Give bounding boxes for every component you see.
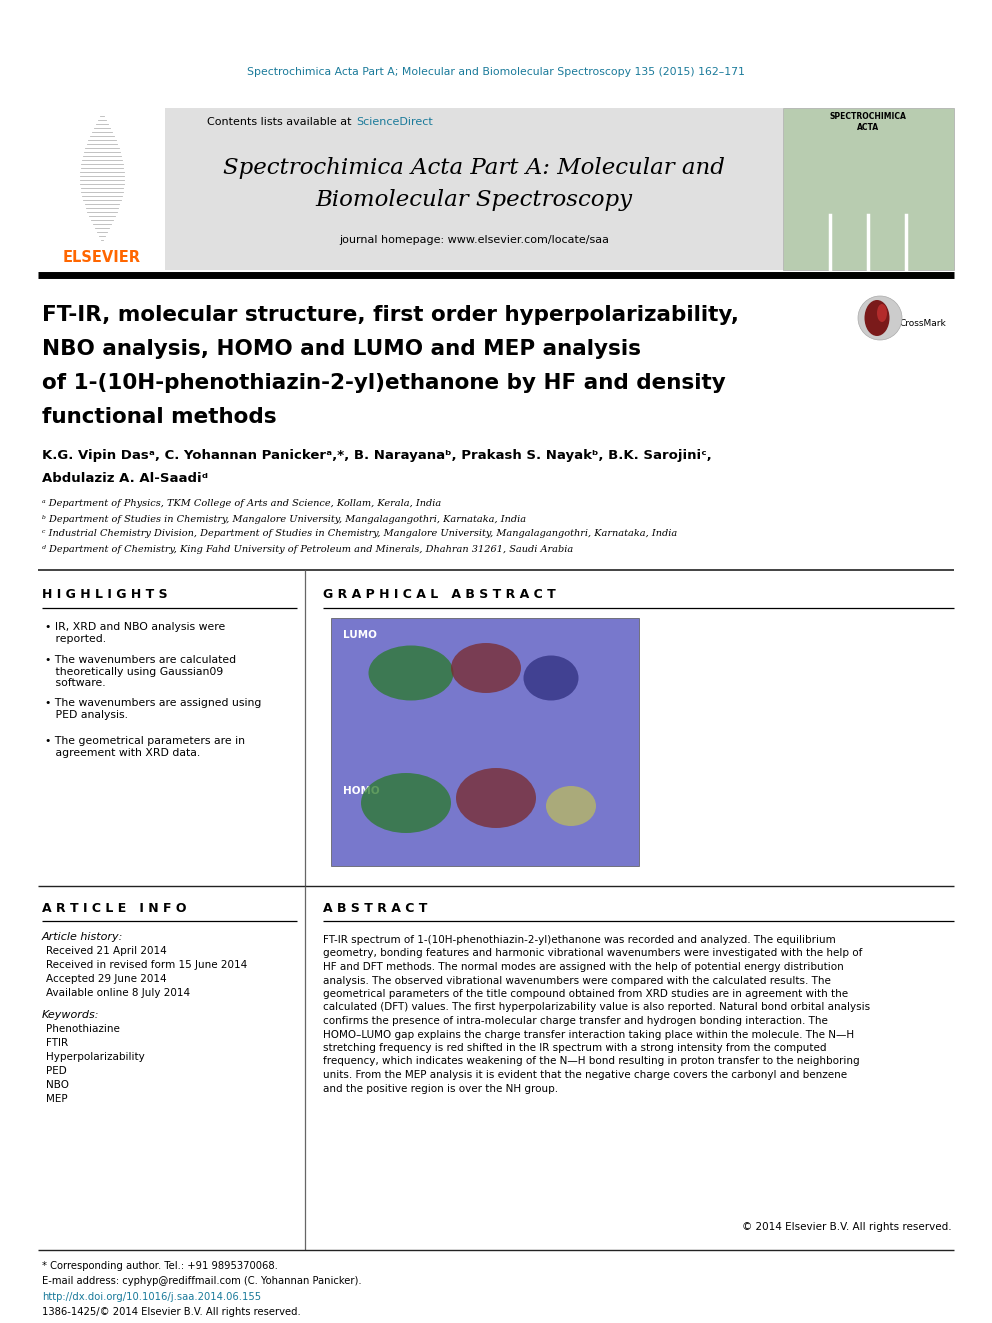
Text: E-mail address: cyphyp@rediffmail.com (C. Yohannan Panicker).: E-mail address: cyphyp@rediffmail.com (C… [42, 1275, 362, 1286]
Ellipse shape [546, 786, 596, 826]
Text: NBO: NBO [46, 1080, 69, 1090]
Text: Keywords:: Keywords: [42, 1009, 99, 1020]
Text: calculated (DFT) values. The first hyperpolarizability value is also reported. N: calculated (DFT) values. The first hyper… [323, 1003, 870, 1012]
Bar [783, 108, 954, 270]
Text: units. From the MEP analysis it is evident that the negative charge covers the c: units. From the MEP analysis it is evide… [323, 1070, 847, 1080]
Text: of 1-(10H-phenothiazin-2-yl)ethanone by HF and density: of 1-(10H-phenothiazin-2-yl)ethanone by … [42, 373, 726, 393]
Ellipse shape [361, 773, 451, 833]
Text: K.G. Vipin Dasᵃ, C. Yohannan Panickerᵃ,*, B. Narayanaᵇ, Prakash S. Nayakᵇ, B.K. : K.G. Vipin Dasᵃ, C. Yohannan Panickerᵃ,*… [42, 448, 711, 462]
Text: * Corresponding author. Tel.: +91 9895370068.: * Corresponding author. Tel.: +91 989537… [42, 1261, 278, 1271]
Text: Available online 8 July 2014: Available online 8 July 2014 [46, 988, 190, 998]
Text: ᵃ Department of Physics, TKM College of Arts and Science, Kollam, Kerala, India: ᵃ Department of Physics, TKM College of … [42, 500, 441, 508]
Text: G R A P H I C A L   A B S T R A C T: G R A P H I C A L A B S T R A C T [323, 589, 556, 602]
Text: LUMO: LUMO [343, 630, 377, 640]
Text: A R T I C L E   I N F O: A R T I C L E I N F O [42, 901, 186, 914]
Text: ᵈ Department of Chemistry, King Fahd University of Petroleum and Minerals, Dhahr: ᵈ Department of Chemistry, King Fahd Uni… [42, 545, 573, 553]
Bar [165, 108, 783, 270]
Text: FT-IR spectrum of 1-(10H-phenothiazin-2-yl)ethanone was recorded and analyzed. T: FT-IR spectrum of 1-(10H-phenothiazin-2-… [323, 935, 835, 945]
Text: Hyperpolarizability: Hyperpolarizability [46, 1052, 145, 1062]
Ellipse shape [877, 304, 887, 321]
Text: FTIR: FTIR [46, 1039, 68, 1048]
Text: Received in revised form 15 June 2014: Received in revised form 15 June 2014 [46, 960, 247, 970]
Ellipse shape [524, 655, 578, 700]
Text: Spectrochimica Acta Part A; Molecular and Biomolecular Spectroscopy 135 (2015) 1: Spectrochimica Acta Part A; Molecular an… [247, 67, 745, 77]
Text: and the positive region is over the NH group.: and the positive region is over the NH g… [323, 1084, 558, 1094]
Text: Contents lists available at: Contents lists available at [207, 116, 355, 127]
Text: NBO analysis, HOMO and LUMO and MEP analysis: NBO analysis, HOMO and LUMO and MEP anal… [42, 339, 641, 359]
Text: H I G H L I G H T S: H I G H L I G H T S [42, 589, 168, 602]
Ellipse shape [368, 646, 453, 700]
Text: Received 21 April 2014: Received 21 April 2014 [46, 946, 167, 957]
Text: journal homepage: www.elsevier.com/locate/saa: journal homepage: www.elsevier.com/locat… [339, 235, 609, 245]
Text: SPECTROCHIMICA
ACTA: SPECTROCHIMICA ACTA [829, 112, 907, 132]
Text: ᶜ Industrial Chemistry Division, Department of Studies in Chemistry, Mangalore U: ᶜ Industrial Chemistry Division, Departm… [42, 529, 678, 538]
Text: analysis. The observed vibrational wavenumbers were compared with the calculated: analysis. The observed vibrational waven… [323, 975, 831, 986]
Text: http://dx.doi.org/10.1016/j.saa.2014.06.155: http://dx.doi.org/10.1016/j.saa.2014.06.… [42, 1293, 261, 1302]
Ellipse shape [864, 300, 890, 336]
Text: geometrical parameters of the title compound obtained from XRD studies are in ag: geometrical parameters of the title comp… [323, 990, 848, 999]
Text: • The geometrical parameters are in
   agreement with XRD data.: • The geometrical parameters are in agre… [45, 736, 245, 758]
Text: • The wavenumbers are calculated
   theoretically using Gaussian09
   software.: • The wavenumbers are calculated theoret… [45, 655, 236, 688]
Text: PED: PED [46, 1066, 66, 1076]
Ellipse shape [451, 643, 521, 693]
Text: ELSEVIER: ELSEVIER [63, 250, 141, 266]
Text: Phenothiazine: Phenothiazine [46, 1024, 120, 1035]
Text: geometry, bonding features and harmonic vibrational wavenumbers were investigate: geometry, bonding features and harmonic … [323, 949, 862, 958]
Text: FT-IR, molecular structure, first order hyperpolarizability,: FT-IR, molecular structure, first order … [42, 306, 739, 325]
Ellipse shape [456, 767, 536, 828]
Text: functional methods: functional methods [42, 407, 277, 427]
Text: Biomolecular Spectroscopy: Biomolecular Spectroscopy [315, 189, 633, 210]
Circle shape [858, 296, 902, 340]
Bar [38, 108, 165, 270]
Text: stretching frequency is red shifted in the IR spectrum with a strong intensity f: stretching frequency is red shifted in t… [323, 1043, 826, 1053]
Text: • IR, XRD and NBO analysis were
   reported.: • IR, XRD and NBO analysis were reported… [45, 622, 225, 643]
Text: ᵇ Department of Studies in Chemistry, Mangalore University, Mangalagangothri, Ka: ᵇ Department of Studies in Chemistry, Ma… [42, 515, 526, 524]
Text: © 2014 Elsevier B.V. All rights reserved.: © 2014 Elsevier B.V. All rights reserved… [742, 1222, 952, 1232]
Text: MEP: MEP [46, 1094, 67, 1103]
Text: HOMO–LUMO gap explains the charge transfer interaction taking place within the m: HOMO–LUMO gap explains the charge transf… [323, 1029, 854, 1040]
Text: Article history:: Article history: [42, 931, 123, 942]
Text: frequency, which indicates weakening of the N—H bond resulting in proton transfe: frequency, which indicates weakening of … [323, 1057, 860, 1066]
Text: Accepted 29 June 2014: Accepted 29 June 2014 [46, 974, 167, 984]
Text: CrossMark: CrossMark [899, 319, 945, 328]
Text: Spectrochimica Acta Part A: Molecular and: Spectrochimica Acta Part A: Molecular an… [223, 157, 725, 179]
Text: HF and DFT methods. The normal modes are assigned with the help of potential ene: HF and DFT methods. The normal modes are… [323, 962, 844, 972]
Text: • The wavenumbers are assigned using
   PED analysis.: • The wavenumbers are assigned using PED… [45, 699, 261, 720]
Text: HOMO: HOMO [343, 786, 380, 796]
Text: A B S T R A C T: A B S T R A C T [323, 901, 428, 914]
Text: ScienceDirect: ScienceDirect [356, 116, 433, 127]
Text: 1386-1425/© 2014 Elsevier B.V. All rights reserved.: 1386-1425/© 2014 Elsevier B.V. All right… [42, 1307, 301, 1316]
Text: Abdulaziz A. Al-Saadiᵈ: Abdulaziz A. Al-Saadiᵈ [42, 471, 208, 484]
Bar [331, 618, 639, 867]
Text: confirms the presence of intra-molecular charge transfer and hydrogen bonding in: confirms the presence of intra-molecular… [323, 1016, 828, 1027]
